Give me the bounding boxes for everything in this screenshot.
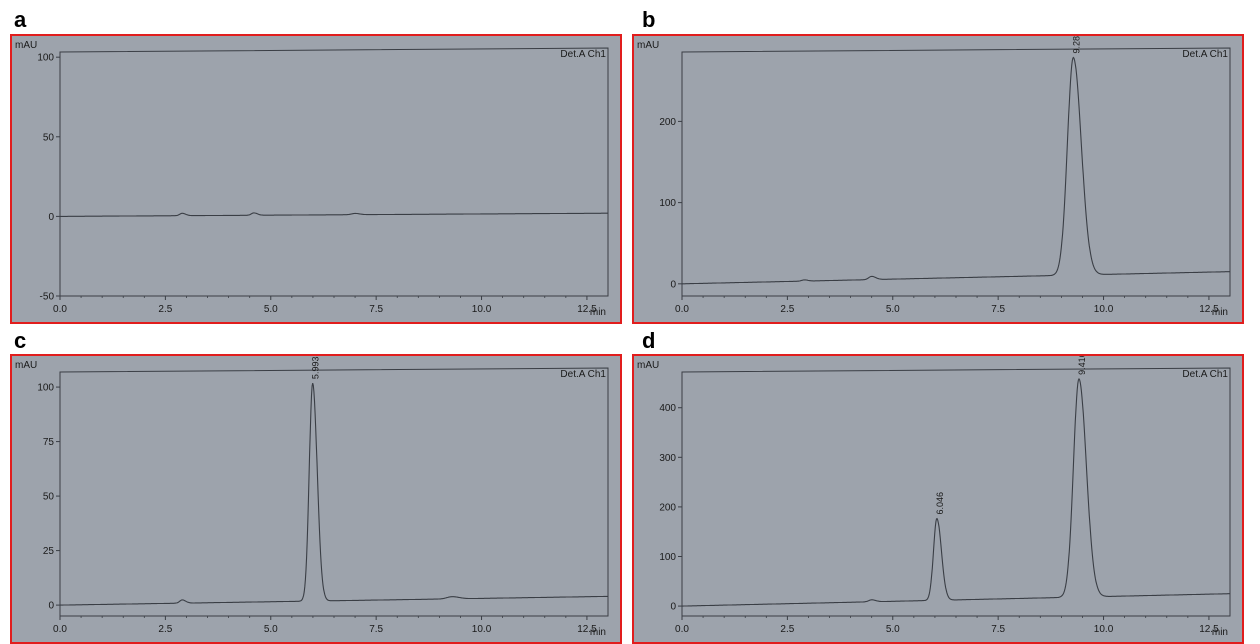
plot-frame [681, 367, 1231, 617]
y-tick-label: 50 [43, 492, 55, 503]
peak-retention-label: 9.416 [1077, 356, 1087, 375]
x-tick-label: 2.5 [158, 624, 172, 635]
y-tick-label: 0 [670, 279, 676, 290]
y-tick-label: 400 [659, 403, 676, 414]
x-tick-label: 10.0 [472, 624, 492, 635]
y-tick-label: 200 [659, 117, 676, 128]
x-tick-label: 2.5 [158, 304, 172, 315]
y-axis-unit: mAU [637, 360, 660, 371]
y-axis-unit: mAU [15, 360, 38, 371]
chart-panel-d: mAU Det.A Ch1 min 0 100 200 300 400 0.0 2.5 5.0… [632, 354, 1244, 644]
y-tick-label: 200 [659, 502, 676, 513]
y-tick-label: 100 [659, 198, 676, 209]
y-tick-label: 0 [670, 602, 676, 613]
x-tick-label: 7.5 [991, 624, 1005, 635]
chromatogram-trace [682, 56, 1231, 285]
y-tick-label: 75 [43, 437, 55, 448]
chromatogram-plot: -50 0 50 100 0.0 2.5 5.0 7.5 10.0 12.5 [37, 47, 609, 315]
chromatogram-plot: 0 100 200 0.0 2.5 5.0 7.5 10.0 12.5 9.283 [659, 36, 1231, 315]
peak-retention-label: 6.046 [935, 492, 945, 515]
x-tick-label: 5.0 [886, 624, 900, 635]
x-tick-label: 7.5 [369, 304, 383, 315]
x-tick-label: 10.0 [472, 304, 492, 315]
y-tick-label: 100 [659, 552, 676, 563]
y-tick-label: 100 [37, 53, 54, 64]
x-tick-label: 0.0 [675, 624, 689, 635]
x-tick-label: 12.5 [1199, 624, 1219, 635]
plot-frame [59, 367, 609, 617]
x-tick-label: 7.5 [369, 624, 383, 635]
x-tick-label: 2.5 [780, 304, 794, 315]
x-tick-label: 0.0 [675, 304, 689, 315]
y-axis-unit: mAU [637, 40, 660, 51]
y-tick-label: 50 [43, 132, 55, 143]
x-tick-label: 5.0 [264, 624, 278, 635]
x-tick-label: 0.0 [53, 624, 67, 635]
chart-panel-b: mAU Det.A Ch1 min 0 100 200 0.0 2.5 5.0 7.5 10.… [632, 34, 1244, 324]
y-tick-label: 0 [48, 212, 54, 223]
detector-label: Det.A Ch1 [1182, 369, 1228, 380]
x-axis-unit: min [589, 307, 606, 318]
peak-retention-label: 5.993 [311, 357, 321, 380]
panel-label-d: d [642, 328, 656, 353]
x-tick-label: 12.5 [577, 624, 597, 635]
panel-label-c: c [14, 328, 27, 353]
chromatogram-trace [60, 382, 608, 606]
x-tick-label: 10.0 [1094, 304, 1114, 315]
peak-retention-label: 9.283 [1071, 36, 1081, 53]
panel-label-b: b [642, 7, 656, 32]
chromatogram-plot: 0 25 50 75 100 0.0 2.5 5.0 7.5 10.0 12.5 5.993 [37, 357, 609, 635]
x-tick-label: 12.5 [1199, 304, 1219, 315]
detector-label: Det.A Ch1 [560, 369, 606, 380]
x-tick-label: 10.0 [1094, 624, 1114, 635]
y-tick-label: 0 [48, 601, 54, 612]
y-tick-label: -50 [40, 292, 55, 303]
y-axis-unit: mAU [15, 40, 38, 51]
plot-frame [681, 47, 1231, 297]
x-axis-unit: min [1211, 307, 1228, 318]
x-axis-unit: min [589, 627, 606, 638]
detector-label: Det.A Ch1 [1182, 49, 1228, 60]
x-tick-label: 0.0 [53, 304, 67, 315]
chart-panel-c: mAU Det.A Ch1 min 0 25 50 75 100 0.0 2.5 5.0 7.5… [10, 354, 622, 644]
chart-panel-a: mAU Det.A Ch1 min -50 0 50 100 0.0 2.5 5.0 7.5 1… [10, 34, 622, 324]
chromatogram-trace [60, 212, 608, 217]
y-tick-label: 100 [37, 383, 54, 394]
y-tick-label: 25 [43, 546, 55, 557]
x-tick-label: 5.0 [886, 304, 900, 315]
chromatogram-trace [682, 377, 1230, 607]
panel-label-a: a [14, 7, 27, 32]
x-tick-label: 5.0 [264, 304, 278, 315]
chromatogram-plot: 0 100 200 300 400 0.0 2.5 5.0 7.5 10.0 12.5 6.046 9.… [659, 356, 1231, 635]
detector-label: Det.A Ch1 [560, 49, 606, 60]
x-axis-unit: min [1211, 627, 1228, 638]
x-tick-label: 7.5 [991, 304, 1005, 315]
plot-frame [59, 47, 609, 297]
y-tick-label: 300 [659, 453, 676, 464]
x-tick-label: 12.5 [577, 304, 597, 315]
x-tick-label: 2.5 [780, 624, 794, 635]
